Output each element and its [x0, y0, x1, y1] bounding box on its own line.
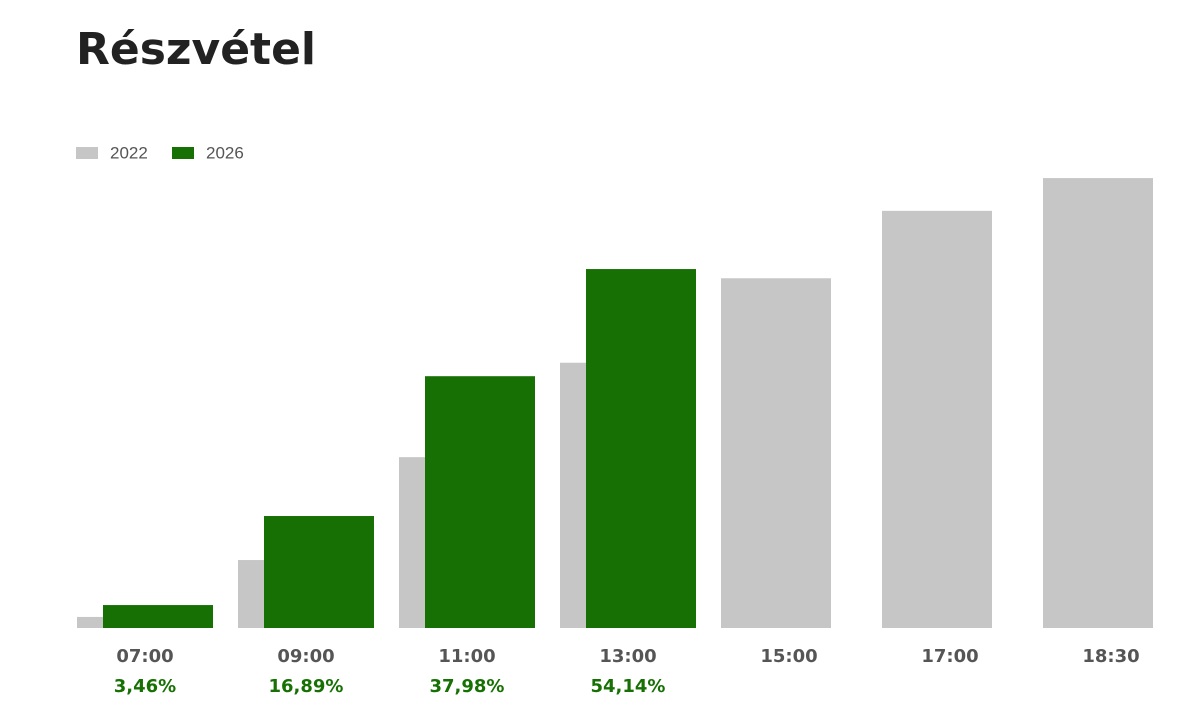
- legend-swatch: [76, 147, 98, 159]
- bar: [882, 210, 992, 628]
- value-label: 3,46%: [114, 676, 176, 697]
- x-tick-label: 13:00: [599, 646, 656, 667]
- bar: [721, 278, 831, 628]
- legend-label: 2026: [206, 143, 244, 162]
- value-label: 16,89%: [269, 676, 344, 697]
- chart-title: Részvétel: [76, 24, 316, 75]
- x-tick-label: 07:00: [116, 646, 173, 667]
- x-tick-label: 18:30: [1082, 646, 1139, 667]
- bar: [1043, 178, 1153, 628]
- legend-label: 2022: [110, 143, 148, 162]
- bar: [586, 269, 696, 628]
- x-tick-label: 09:00: [277, 646, 334, 667]
- legend-swatch: [172, 147, 194, 159]
- bar: [103, 605, 213, 628]
- x-tick-label: 15:00: [760, 646, 817, 667]
- x-tick-label: 11:00: [438, 646, 495, 667]
- value-label: 37,98%: [430, 676, 505, 697]
- value-label: 54,14%: [591, 676, 666, 697]
- bar: [264, 516, 374, 628]
- x-tick-label: 17:00: [921, 646, 978, 667]
- bar: [425, 376, 535, 628]
